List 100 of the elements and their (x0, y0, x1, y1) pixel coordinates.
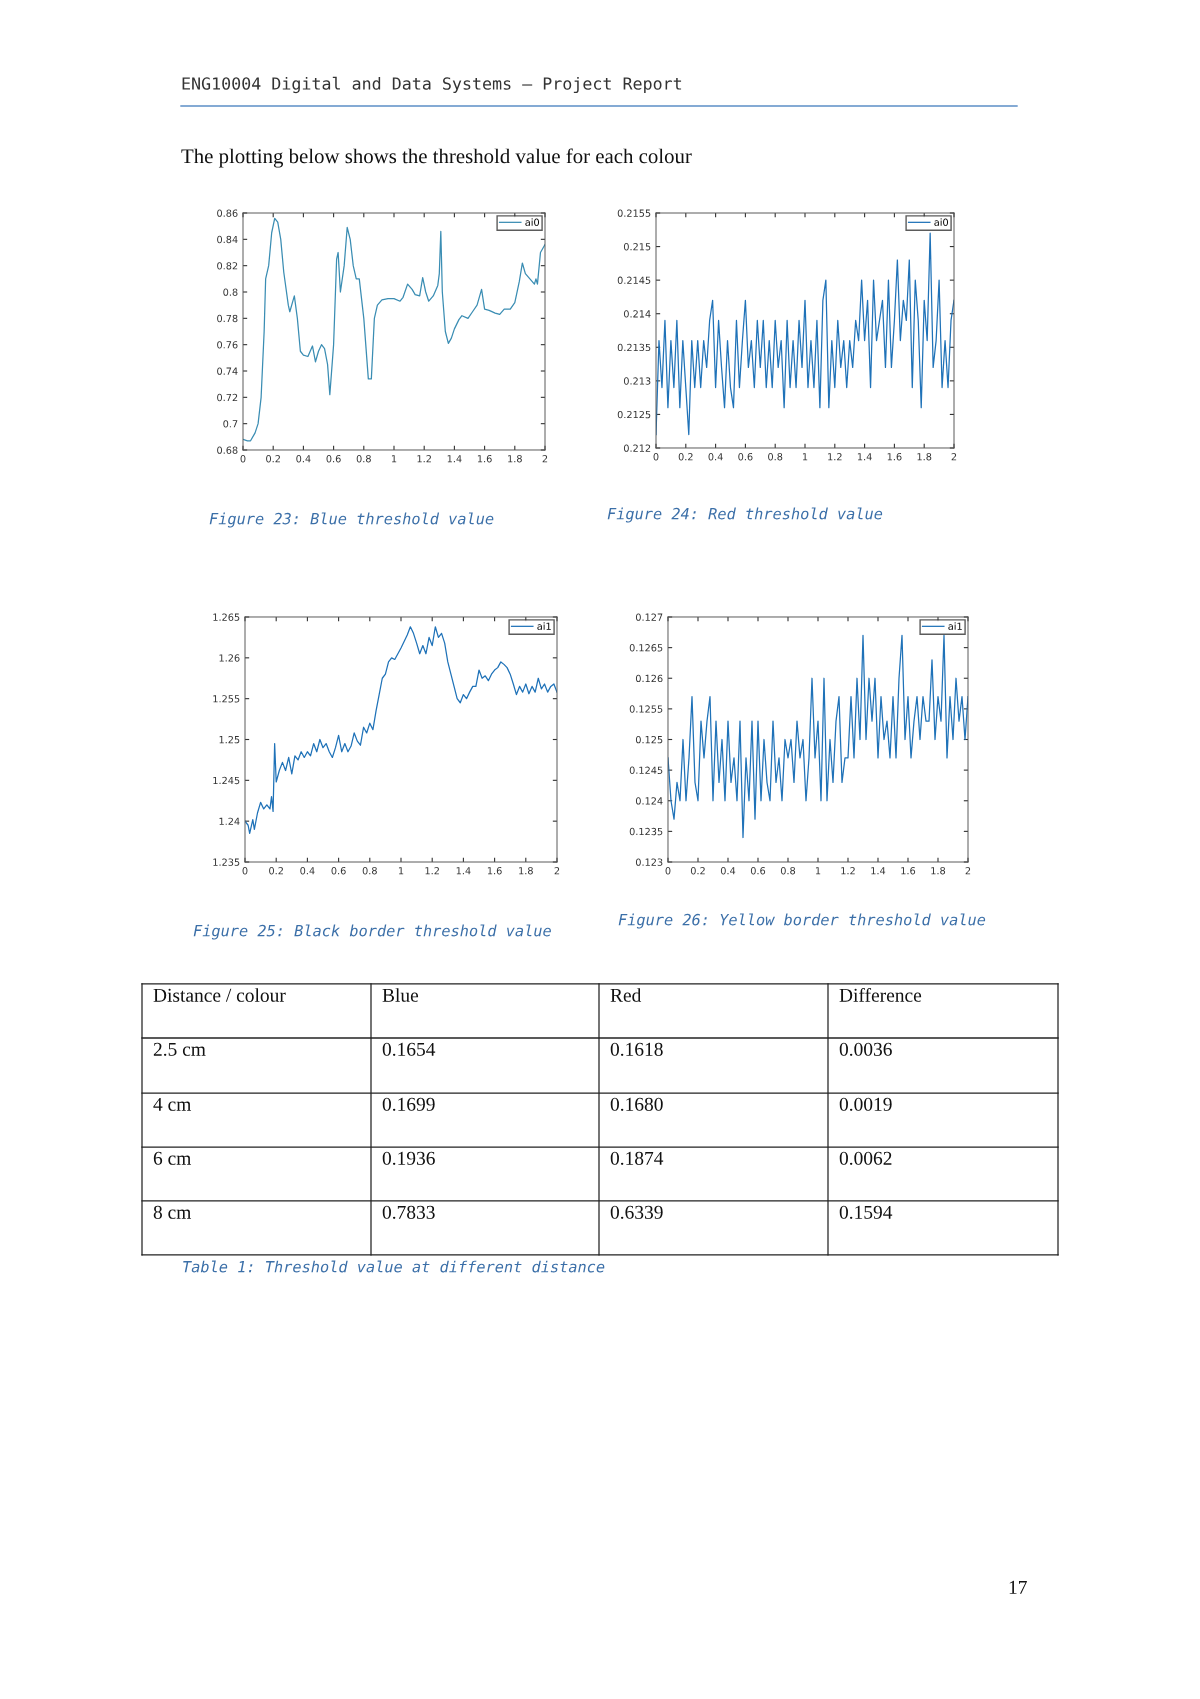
text: 0.1874 (610, 1151, 664, 1165)
text: 0.0062 (839, 1151, 892, 1165)
y-tick-label: 0.1235 (629, 827, 663, 836)
y-tick-label: 1.255 (213, 695, 240, 703)
text: 4 cm (153, 1097, 192, 1111)
text: Difference (839, 987, 922, 1002)
text: 8 cm (153, 1205, 192, 1219)
text: 6 cm (153, 1151, 192, 1165)
y-tick-label: 0.76 (217, 341, 238, 349)
x-tick-label: 2 (951, 453, 957, 461)
text: 0.1936 (382, 1151, 435, 1165)
text: ENG10004 Digital and Data Systems – Project Report (182, 76, 682, 94)
x-tick-label: 1.8 (508, 455, 522, 463)
x-tick-label: 1.8 (519, 867, 533, 875)
text: Blue (382, 988, 419, 1002)
x-tick-label: 1.8 (931, 867, 946, 875)
y-tick-label: 0.212 (623, 444, 651, 452)
x-tick-label: 0.2 (266, 455, 280, 463)
text: 0.6339 (610, 1205, 663, 1219)
y-tick-label: 1.265 (213, 613, 240, 621)
y-tick-label: 0.8 (223, 288, 238, 296)
legend-label: ai1 (537, 622, 551, 630)
x-tick-label: 0.6 (331, 867, 346, 875)
y-tick-label: 0.213 (623, 377, 651, 385)
x-tick-label: 1.4 (871, 867, 886, 875)
y-tick-label: 0.86 (217, 209, 238, 217)
y-tick-label: 0.214 (623, 310, 651, 318)
x-tick-label: 0 (242, 867, 248, 875)
x-tick-label: 1.4 (857, 453, 872, 461)
x-tick-label: 2 (542, 455, 548, 463)
x-tick-label: 1.8 (917, 453, 932, 461)
x-tick-label: 1 (398, 867, 404, 875)
y-tick-label: 0.2155 (617, 209, 651, 217)
x-tick-label: 1.2 (417, 455, 431, 463)
y-tick-label: 0.2145 (617, 276, 651, 284)
y-tick-label: 0.1245 (629, 766, 663, 774)
x-tick-label: 1.6 (477, 455, 492, 463)
y-tick-label: 0.82 (217, 262, 238, 270)
text: 0.1654 (382, 1042, 436, 1056)
x-tick-label: 1 (802, 453, 808, 461)
text: 0.1594 (839, 1205, 893, 1219)
y-tick-label: 0.123 (635, 858, 663, 866)
text: 17 (1009, 1580, 1027, 1594)
text: 0.1699 (382, 1097, 435, 1111)
text: 0.0036 (839, 1042, 892, 1056)
y-tick-label: 0.7 (223, 420, 238, 428)
x-tick-label: 0.8 (780, 867, 796, 875)
y-tick-label: 1.24 (219, 817, 240, 825)
y-tick-label: 0.215 (623, 243, 651, 251)
text: 0.1618 (610, 1042, 663, 1056)
caption: Table 1: Threshold value at different distance (183, 1260, 605, 1273)
x-tick-label: 1 (391, 455, 397, 463)
x-tick-label: 0.8 (356, 455, 371, 463)
text: 0.7833 (382, 1205, 435, 1219)
y-tick-label: 0.126 (635, 674, 663, 683)
y-tick-label: 1.235 (213, 858, 240, 866)
caption: Figure 23: Blue threshold value (209, 512, 494, 528)
x-tick-label: 0 (653, 453, 659, 461)
y-tick-label: 0.72 (217, 393, 238, 402)
y-tick-label: 0.1255 (629, 705, 663, 713)
text: 2.5 cm (153, 1042, 206, 1056)
legend-label: ai0 (934, 218, 949, 226)
x-tick-label: 0.8 (768, 453, 783, 461)
x-tick-label: 0 (665, 867, 671, 875)
line-series (243, 217, 545, 442)
text: The plotting below shows the threshold value for each colour (181, 148, 692, 168)
x-tick-label: 1 (815, 867, 821, 875)
line-series (668, 634, 968, 839)
x-tick-label: 0.4 (708, 453, 723, 461)
legend-label: ai1 (948, 622, 962, 630)
x-tick-label: 1.6 (901, 867, 916, 875)
legend-label: ai0 (525, 218, 540, 226)
y-tick-label: 0.125 (635, 735, 663, 744)
text: 0.1680 (610, 1097, 663, 1111)
x-tick-label: 1.6 (887, 453, 902, 461)
y-tick-label: 0.2135 (617, 343, 651, 352)
y-tick-label: 0.2125 (617, 410, 651, 419)
text: 0.0019 (839, 1097, 892, 1111)
x-tick-label: 0.8 (362, 867, 377, 875)
caption: Figure 24: Red threshold value (607, 507, 883, 523)
x-tick-label: 1.6 (487, 867, 502, 875)
x-tick-label: 0.2 (690, 867, 705, 875)
y-tick-label: 0.1265 (629, 644, 663, 652)
x-tick-label: 1.4 (447, 455, 462, 463)
x-tick-label: 0.6 (738, 453, 753, 461)
x-tick-label: 1.4 (456, 867, 471, 875)
caption: Figure 25: Black border threshold value (193, 924, 551, 940)
x-tick-label: 0.4 (300, 867, 315, 875)
x-tick-label: 0.6 (750, 867, 766, 875)
y-tick-label: 1.26 (219, 654, 240, 662)
y-tick-label: 0.78 (217, 314, 238, 323)
y-tick-label: 0.68 (217, 446, 238, 454)
x-tick-label: 0.6 (326, 455, 341, 463)
x-tick-label: 1.2 (841, 867, 855, 875)
y-tick-label: 0.124 (635, 797, 663, 805)
x-tick-label: 2 (554, 867, 560, 875)
y-tick-label: 0.74 (217, 367, 238, 375)
caption: Figure 26: Yellow border threshold value (618, 913, 986, 929)
text: Red (610, 988, 642, 1002)
y-tick-label: 0.127 (635, 613, 663, 621)
